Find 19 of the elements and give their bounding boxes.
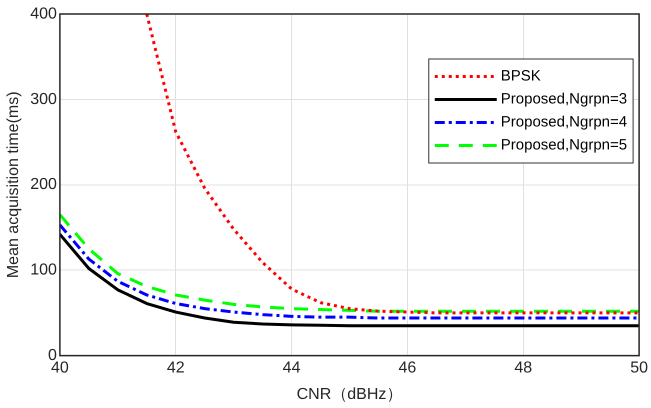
y-tick-label: 200 — [30, 176, 57, 194]
x-tick-label: 46 — [398, 360, 416, 377]
x-tick-label: 44 — [282, 360, 301, 377]
y-tick-label: 100 — [30, 262, 57, 279]
legend-label: Proposed,Ngrpn=5 — [500, 136, 628, 154]
y-tick-label: 300 — [30, 90, 57, 108]
legend-label: BPSK — [500, 68, 541, 85]
x-axis-title: CNR（dBHz） — [296, 386, 402, 403]
line-series — [60, 223, 640, 320]
line-series — [145, 14, 640, 314]
x-tick-label: 50 — [630, 360, 648, 377]
x-tick-label: 42 — [166, 360, 185, 377]
x-tick-label: 40 — [50, 360, 69, 377]
y-tick-label: 400 — [30, 5, 57, 22]
line-series — [60, 213, 640, 313]
legend-label: Proposed,Ngrpn=4 — [500, 114, 628, 131]
x-tick-label: 48 — [514, 360, 532, 377]
legend-label: Proposed,Ngrpn=3 — [500, 90, 628, 108]
y-axis-title: Mean acquisition time(ms) — [5, 91, 22, 278]
